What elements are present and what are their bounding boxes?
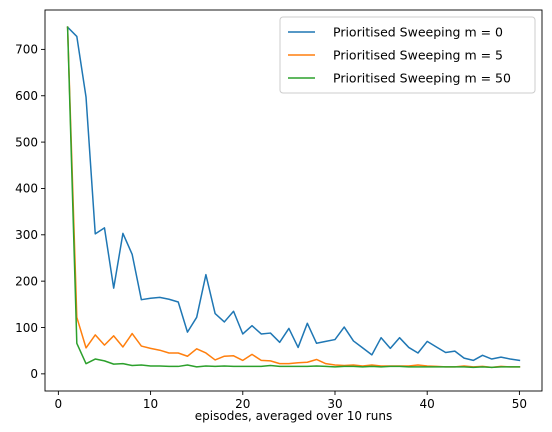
legend-box	[279, 16, 536, 94]
legend: Prioritised Sweeping m = 0 Prioritised Sw…	[279, 16, 536, 94]
y-axis: 0 100 200 300 400 500 600 700	[15, 43, 45, 381]
y-tick-label: 400	[15, 182, 38, 196]
x-tick-label: 10	[143, 397, 158, 411]
plot-frame	[44, 9, 543, 392]
legend-label-1: Prioritised Sweeping m = 5	[333, 48, 503, 63]
x-axis: 0 10 20 30 40 50	[55, 391, 527, 411]
x-tick-label: 30	[327, 397, 342, 411]
y-tick-label: 700	[15, 43, 38, 57]
series-line-0	[66, 26, 521, 362]
y-tick-label: 300	[15, 228, 38, 242]
legend-label-0: Prioritised Sweeping m = 0	[333, 25, 503, 40]
x-tick-label: 50	[512, 397, 527, 411]
y-tick-label: 100	[15, 321, 38, 335]
legend-label-2: Prioritised Sweeping m = 50	[333, 71, 511, 86]
x-tick-label: 0	[55, 397, 63, 411]
y-tick-label: 500	[15, 135, 38, 149]
series-line-2	[66, 26, 521, 369]
x-tick-label: 20	[235, 397, 250, 411]
x-axis-label: episodes, averaged over 10 runs	[195, 409, 392, 423]
y-tick-label: 600	[15, 89, 38, 103]
series-layer	[66, 26, 521, 369]
y-tick-label: 200	[15, 274, 38, 288]
x-tick-label: 40	[420, 397, 435, 411]
y-tick-label: 0	[30, 367, 38, 381]
